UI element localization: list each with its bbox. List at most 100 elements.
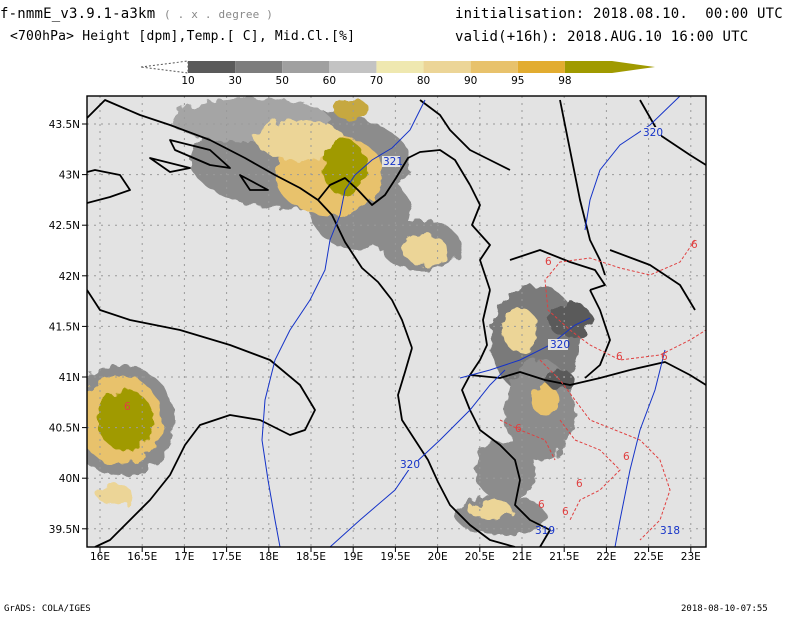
fields-title: <700hPa> Height [dpm],Temp.[ C], Mid.Cl.… <box>10 29 356 44</box>
colorbar-segment <box>329 61 377 73</box>
colorbar-tick-label: 90 <box>464 75 477 87</box>
lon-tick-label: 19E <box>343 551 363 563</box>
coastlines-borders <box>87 99 706 547</box>
lon-tick-label: 20E <box>428 551 448 563</box>
lon-tick-label: 18.5E <box>296 551 326 563</box>
border-mkd-grc <box>469 369 631 386</box>
colorbar-tick-label: 50 <box>276 75 289 87</box>
lon-tick-label: 20.5E <box>465 551 495 563</box>
island-2 <box>239 174 269 191</box>
coastline-greece <box>514 479 551 547</box>
lat-tick-label: 40.5N <box>49 423 80 435</box>
height-label: 321 <box>383 156 403 168</box>
colorbar-tick-label: 70 <box>370 75 383 87</box>
lon-tick-label: 16E <box>90 551 110 563</box>
temp-label: 6 <box>691 239 698 251</box>
colorbar-segment <box>423 61 471 73</box>
border-bgr-grc <box>629 361 706 386</box>
lat-tick-label: 43N <box>59 170 80 182</box>
temp-contour-2 <box>539 359 671 541</box>
lat-tick-label: 41N <box>59 372 80 384</box>
credit-label: GrADS: COLA/IGES <box>4 604 91 614</box>
cloud-cover <box>87 98 592 535</box>
lon-tick-label: 22.5E <box>634 551 664 563</box>
border-bgr-north <box>559 99 606 276</box>
map-panel: 321 320 320 320 318 319 6 6 6 6 6 6 6 6 … <box>87 96 706 547</box>
height-label: 320 <box>550 339 570 351</box>
lon-tick-label: 22E <box>596 551 616 563</box>
colorbar-low-arrow <box>140 60 189 74</box>
lat-tick-label: 41.5N <box>49 321 80 333</box>
colorbar-tick-label: 98 <box>558 75 571 87</box>
height-label: 319 <box>535 525 555 537</box>
coastline-italy-north <box>87 169 131 204</box>
temp-label: 6 <box>661 351 668 363</box>
model-title: f-nmmE_v3.9.1-a3km ( . x . degree ) <box>0 6 273 22</box>
temp-contour-1 <box>544 239 706 361</box>
border-srb-bgr <box>509 249 606 291</box>
height-contour-center <box>459 317 591 379</box>
colorbar-segment <box>564 61 612 73</box>
map-frame <box>86 95 707 548</box>
contour-labels: 321 320 320 320 318 319 6 6 6 6 6 6 6 6 … <box>124 127 698 537</box>
colorbar-segment <box>517 61 565 73</box>
init-time: initialisation: 2018.08.10. 00:00 UTC <box>455 6 783 22</box>
temp-label: 6 <box>623 451 630 463</box>
latitude-axis: 43.5N 43N 42.5N 42N 41.5N 41N 40.5N 40N 39.5N <box>49 119 87 536</box>
lon-tick-label: 21.5E <box>549 551 579 563</box>
temp-label: 6 <box>545 256 552 268</box>
colorbar-tick-label: 95 <box>511 75 524 87</box>
valid-time: valid(+16h): 2018.AUG.10 16:00 UTC <box>455 29 749 45</box>
coastline-albania <box>397 347 516 547</box>
colorbar-segment <box>376 61 424 73</box>
lon-tick-label: 21E <box>512 551 532 563</box>
colorbar-tick-label: 60 <box>323 75 336 87</box>
height-contour-east <box>584 96 681 231</box>
height-label: 320 <box>400 459 420 471</box>
height-label: 320 <box>643 127 663 139</box>
lat-tick-label: 40N <box>59 473 80 485</box>
coastline-italy <box>87 289 316 547</box>
lat-tick-label: 39.5N <box>49 524 80 536</box>
cloud-cluster-sw <box>87 365 175 505</box>
temp-label: 6 <box>616 351 623 363</box>
temp-label: 6 <box>515 423 522 435</box>
colorbar: 10 30 50 60 70 80 90 95 98 <box>140 60 655 87</box>
timestamp-label: 2018-08-10-07:55 <box>681 604 768 614</box>
border-serbia <box>419 99 511 171</box>
height-label: 318 <box>660 525 680 537</box>
longitude-axis: 16E 16.5E 17E 17.5E 18E 18.5E 19E 19.5E 20E 20.5E… <box>90 547 701 563</box>
border-bih-mne <box>317 149 471 206</box>
height-contour-west <box>261 239 331 547</box>
height-contour-nw <box>329 99 426 241</box>
island-3 <box>149 157 191 173</box>
colorbar-segment <box>235 61 283 73</box>
colorbar-tick-label: 80 <box>417 75 430 87</box>
lon-tick-label: 16.5E <box>127 551 157 563</box>
temp-label: 6 <box>538 499 545 511</box>
lon-tick-label: 23E <box>681 551 701 563</box>
border-east <box>639 99 706 166</box>
height-contour-se <box>614 349 666 547</box>
colorbar-segment <box>188 61 236 73</box>
lon-tick-label: 18E <box>259 551 279 563</box>
height-contours <box>261 96 681 547</box>
temp-contour-3 <box>559 419 621 521</box>
temp-contour-4 <box>499 419 556 461</box>
colorbar-high-arrow <box>612 61 655 73</box>
coastline-croatia <box>87 99 413 349</box>
lat-lon-grid <box>87 96 706 547</box>
temp-label: 6 <box>124 401 131 413</box>
cloud-cluster-nw <box>170 98 460 270</box>
border-bgr-tur <box>609 249 696 311</box>
colorbar-tick-label: 10 <box>181 75 194 87</box>
colorbar-segment <box>470 61 518 73</box>
model-resolution: ( . x . degree ) <box>163 8 274 21</box>
lat-tick-label: 42.5N <box>49 220 80 232</box>
lon-tick-label: 17E <box>174 551 194 563</box>
border-alb-mkd <box>461 289 521 481</box>
lon-tick-label: 17.5E <box>212 551 242 563</box>
temp-label: 6 <box>576 478 583 490</box>
island-1 <box>169 139 231 169</box>
